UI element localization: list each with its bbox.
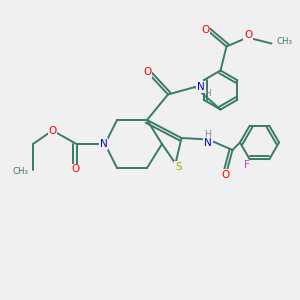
- Text: O: O: [48, 125, 57, 136]
- Text: N: N: [204, 137, 212, 148]
- Text: O: O: [143, 67, 151, 77]
- Text: CH₃: CH₃: [13, 167, 28, 176]
- Text: O: O: [201, 25, 210, 35]
- Text: O: O: [221, 170, 229, 180]
- Text: S: S: [175, 162, 182, 172]
- Text: CH₃: CH₃: [277, 38, 293, 46]
- Text: N: N: [196, 82, 204, 92]
- Text: H: H: [204, 89, 211, 98]
- Text: H: H: [204, 130, 211, 139]
- Text: N: N: [100, 139, 107, 149]
- Text: F: F: [244, 160, 250, 170]
- Text: O: O: [71, 164, 80, 175]
- Text: O: O: [244, 30, 252, 40]
